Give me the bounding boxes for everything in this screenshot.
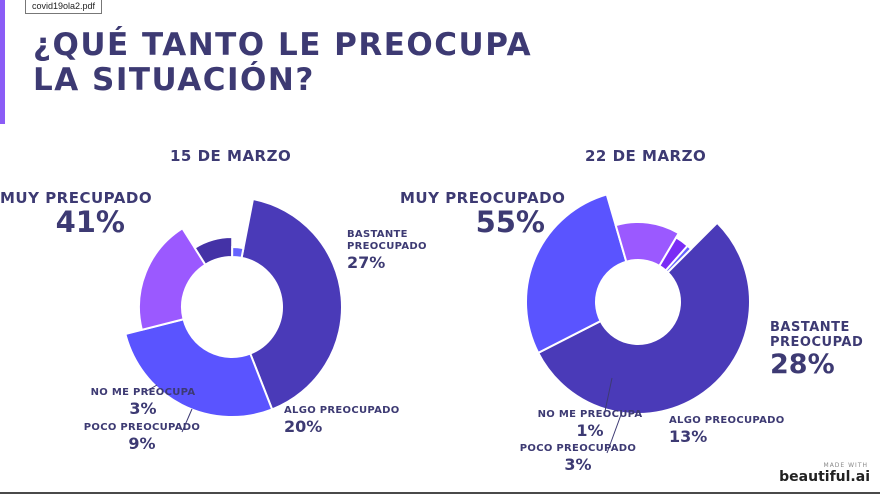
slice-label: ALGO PREOCUPADO	[669, 415, 785, 426]
bottom-divider	[0, 492, 880, 494]
chart-2-slice-algo-preocupado	[614, 221, 681, 268]
chart-1-title: 15 DE MARZO	[170, 147, 292, 165]
chart-1-label-muy-preocupado: MUY PRECUPADO 41%	[0, 189, 153, 239]
slice-label: POCO PREOCUPADO	[519, 443, 637, 454]
chart-2-leader-no-me-preocupa	[603, 377, 613, 417]
brand-logo[interactable]: beautiful.ai	[779, 469, 870, 485]
donut-chart-2	[525, 193, 751, 415]
slice-value: 41%	[55, 205, 125, 239]
slice-label: NO ME PREOCUPA	[90, 387, 196, 398]
slice-value: 13%	[669, 427, 708, 446]
chart-2-title: 22 DE MARZO	[585, 147, 707, 165]
chart-1-slice-no-me-preocupa	[231, 245, 245, 260]
chart-2-label-algo-preocupado: ALGO PREOCUPADO 13%	[669, 415, 785, 447]
chart-2-label-muy-preocupado: MUY PREOCUPADO 55%	[400, 189, 566, 239]
chart-1-label-bastante-preocupado: BASTANTE PREOCUPADO 27%	[347, 229, 427, 273]
slice-value: 28%	[770, 349, 835, 380]
chart-1-slice-algo-preocupado	[138, 226, 207, 332]
made-with-text: MADE WITH	[823, 462, 868, 469]
slice-label: BASTANTE PREOCUPAD	[770, 320, 864, 350]
slice-label: ALGO PREOCUPADO	[284, 405, 400, 416]
chart-2-leader-poco-preocupado	[606, 411, 623, 454]
leader-lines	[144, 377, 623, 454]
file-tab[interactable]: covid19ola2.pdf	[25, 0, 103, 14]
chart-2-slice-bastante-preocupado	[525, 193, 628, 355]
chart-1-slice-muy-preocupado	[240, 197, 343, 411]
page-title: ¿QUÉ TANTO LE PREOCUPA LA SITUACIÓN?	[33, 28, 532, 98]
slice-value: 20%	[284, 417, 323, 436]
chart-2-label-bastante-preocupado: BASTANTE PREOCUPAD 28%	[770, 320, 878, 380]
chart-2-slice-no-me-preocupa	[664, 244, 693, 274]
chart-1-leader-poco-preocupado	[181, 408, 193, 433]
chart-2-label-poco-preocupado: POCO PREOCUPADO 3%	[478, 443, 678, 475]
title-line-1: ¿QUÉ TANTO LE PREOCUPA	[33, 27, 533, 63]
slice-value: 3%	[564, 455, 592, 474]
chart-1-label-algo-preocupado: ALGO PREOCUPADO 20%	[284, 405, 400, 437]
slice-value: 55%	[475, 205, 545, 239]
chart-1-label-poco-preocupado: POCO PREOCUPADO 9%	[62, 422, 222, 454]
title-line-2: LA SITUACIÓN?	[33, 62, 315, 98]
accent-bar	[0, 0, 5, 124]
chart-1-leader-no-me-preocupa	[144, 384, 158, 393]
slice-value: 3%	[129, 399, 157, 418]
slice-label: MUY PRECUPADO	[0, 189, 153, 207]
slice-label: NO ME PREOCUPA	[537, 409, 643, 420]
chart-1-label-no-me-preocupa: NO ME PREOCUPA 3%	[43, 387, 243, 419]
slice-label: POCO PREOCUPADO	[83, 422, 201, 433]
slice-value: 1%	[576, 421, 604, 440]
donut-chart-1	[124, 197, 343, 418]
slice-label: MUY PREOCUPADO	[400, 189, 566, 207]
chart-2-label-no-me-preocupa: NO ME PREOCUPA 1%	[490, 409, 690, 441]
chart-1-slice-bastante-preocupado	[124, 318, 274, 418]
slice-label: BASTANTE PREOCUPADO	[347, 229, 427, 252]
slice-value: 27%	[347, 253, 386, 272]
chart-2-slice-muy-preocupado	[536, 221, 751, 415]
slice-value: 9%	[128, 434, 156, 453]
